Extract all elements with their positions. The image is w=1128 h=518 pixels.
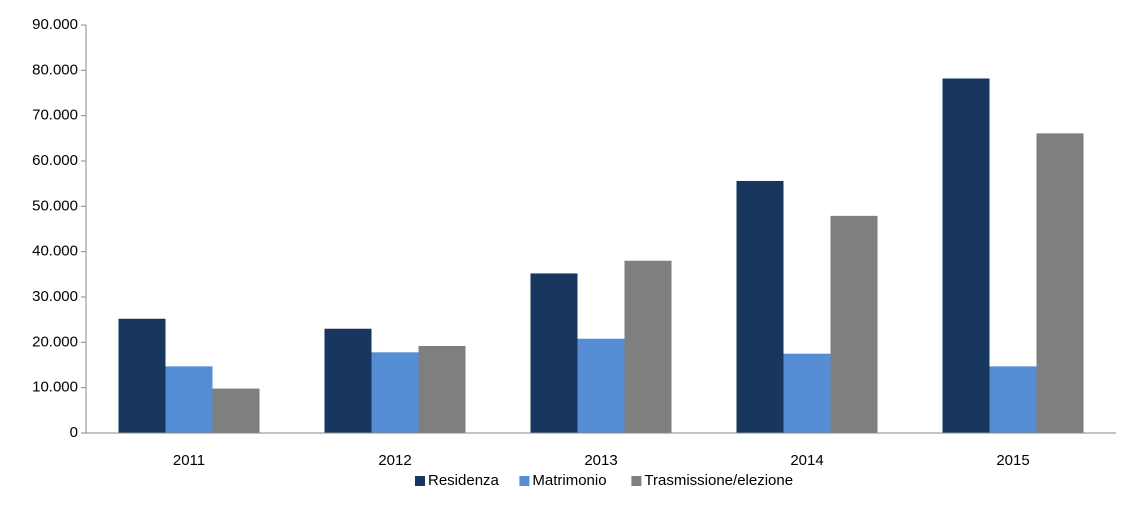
legend-label: Matrimonio bbox=[532, 472, 606, 489]
y-tick-label: 80.000 bbox=[32, 61, 78, 78]
bar bbox=[371, 352, 419, 433]
bar bbox=[165, 366, 213, 433]
y-tick-label: 40.000 bbox=[32, 243, 78, 260]
legend-swatch bbox=[415, 476, 425, 486]
x-tick-label: 2014 bbox=[790, 452, 823, 469]
bar bbox=[577, 338, 625, 433]
legend-swatch bbox=[631, 476, 642, 486]
bar bbox=[736, 180, 784, 433]
bar bbox=[118, 318, 166, 433]
bar bbox=[942, 78, 990, 433]
bar bbox=[989, 366, 1037, 433]
y-tick-label: 0 bbox=[70, 424, 78, 441]
x-tick-label: 2011 bbox=[173, 452, 205, 469]
bar bbox=[624, 260, 672, 433]
y-tick-label: 30.000 bbox=[32, 288, 78, 305]
y-tick-label: 50.000 bbox=[32, 197, 78, 214]
legend-label: Residenza bbox=[428, 472, 500, 489]
bar bbox=[418, 345, 466, 433]
x-tick-label: 2012 bbox=[378, 452, 411, 469]
bar bbox=[324, 328, 372, 433]
bar bbox=[1036, 133, 1084, 433]
x-tick-label: 2013 bbox=[584, 452, 617, 469]
bar bbox=[212, 388, 260, 433]
y-tick-label: 90.000 bbox=[32, 16, 78, 33]
y-tick-label: 60.000 bbox=[32, 152, 78, 169]
bar bbox=[783, 353, 831, 433]
x-tick-label: 2015 bbox=[996, 452, 1029, 469]
y-tick-label: 20.000 bbox=[32, 333, 78, 350]
y-tick-label: 10.000 bbox=[32, 379, 78, 396]
legend-label: Trasmissione/elezione bbox=[644, 472, 793, 489]
bar bbox=[830, 215, 878, 433]
bar bbox=[530, 273, 578, 433]
y-tick-label: 70.000 bbox=[32, 107, 78, 124]
legend-swatch bbox=[519, 476, 530, 486]
